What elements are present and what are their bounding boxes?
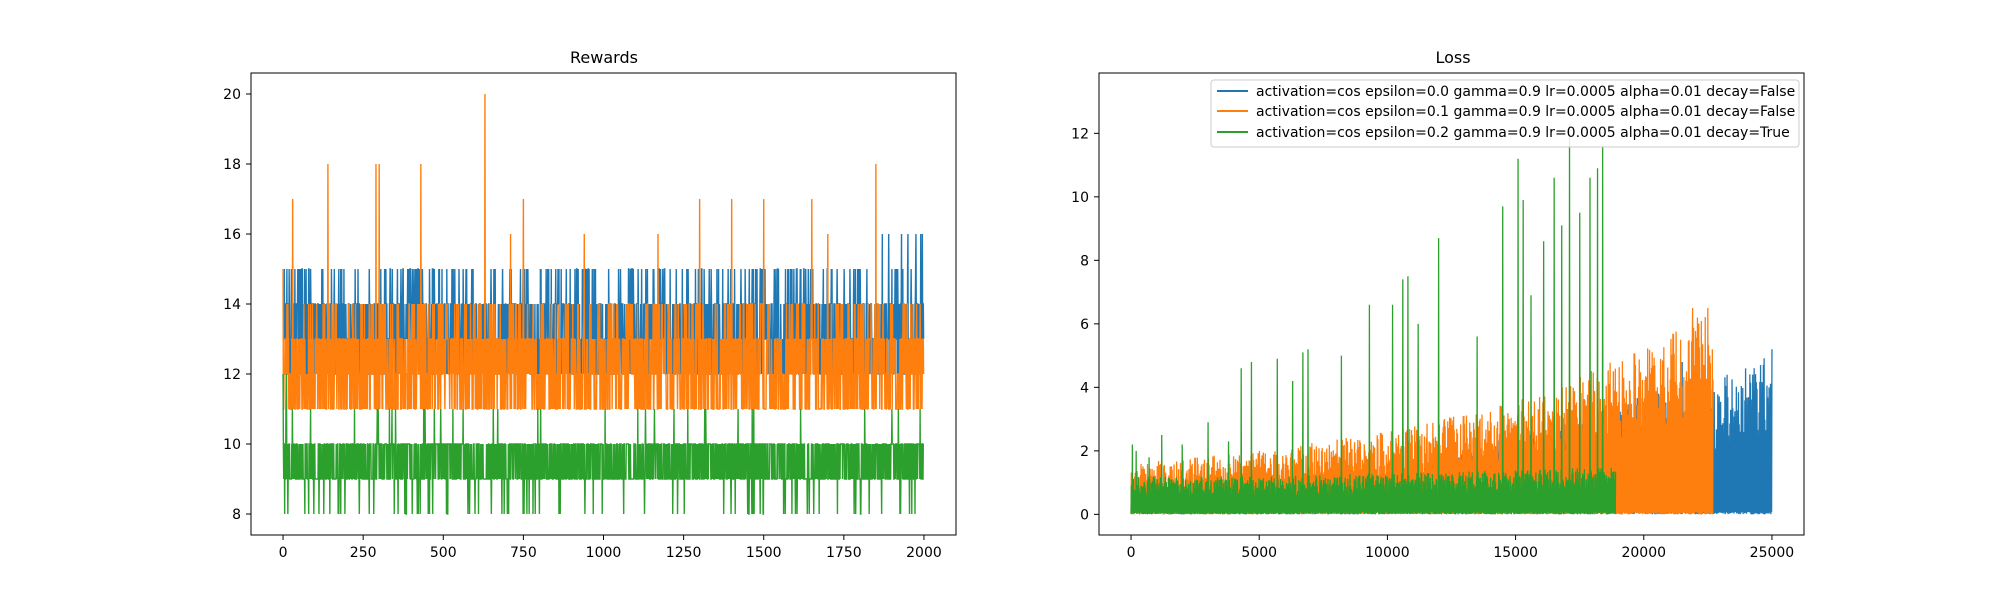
loss-panel: Loss 0 5000 10000 15000 20000 25000024681012 …	[1071, 48, 1805, 561]
rewards-series-line	[282, 93, 925, 410]
loss-y-tick-label: 12	[1071, 126, 1089, 142]
rewards-y-tick-label: 12	[223, 367, 241, 383]
rewards-y-tick-label: 14	[223, 297, 241, 313]
rewards-y-tick-label: 10	[223, 437, 241, 453]
loss-x-tick-label: 5000	[1241, 545, 1277, 561]
rewards-x-tick-label: 1000	[586, 545, 622, 561]
loss-x-tick-label: 0	[1127, 545, 1136, 561]
loss-y-tick-label: 2	[1080, 444, 1089, 460]
loss-plot-frame	[1098, 72, 1805, 536]
rewards-x-tick-label: 750	[510, 545, 537, 561]
loss-y-tick-label: 10	[1071, 190, 1089, 206]
rewards-title: Rewards	[570, 48, 638, 67]
rewards-series-group	[282, 93, 925, 515]
rewards-y-tick-label: 18	[223, 157, 241, 173]
legend-label: activation=cos epsilon=0.2 gamma=0.9 lr=…	[1256, 125, 1790, 141]
rewards-x-tick-label: 250	[350, 545, 377, 561]
loss-x-tick-label: 25000	[1750, 545, 1795, 561]
legend-label: activation=cos epsilon=0.0 gamma=0.9 lr=…	[1256, 84, 1795, 100]
loss-axes: 0 5000 10000 15000 20000 25000 0 2 4 6 8 10 12	[1071, 72, 1805, 561]
legend-frame	[1210, 79, 1800, 148]
rewards-y-tick-label: 8	[232, 507, 241, 523]
loss-x-tick-label: 15000	[1493, 545, 1538, 561]
rewards-x-tick-label: 500	[430, 545, 457, 561]
loss-title: Loss	[1435, 48, 1470, 67]
loss-legend: activation=cos epsilon=0.0 gamma=0.9 lr=…	[1210, 79, 1800, 148]
rewards-x-tick-label: 1750	[826, 545, 862, 561]
loss-y-tick-label: 8	[1080, 253, 1089, 269]
loss-series-group	[1130, 123, 1773, 516]
legend-label: activation=cos epsilon=0.1 gamma=0.9 lr=…	[1256, 104, 1795, 120]
rewards-x-tick-label: 1500	[746, 545, 782, 561]
loss-x-tick-label: 10000	[1365, 545, 1410, 561]
legend-entry: activation=cos epsilon=0.2 gamma=0.9 lr=…	[1217, 125, 1790, 141]
legend-entry: activation=cos epsilon=0.1 gamma=0.9 lr=…	[1217, 104, 1795, 120]
loss-y-tick-label: 6	[1080, 317, 1089, 333]
rewards-y-tick-label: 16	[223, 227, 241, 243]
rewards-y-tick-label: 20	[223, 87, 241, 103]
loss-y-tick-label: 0	[1080, 507, 1089, 523]
rewards-panel: Rewards 0 250 500 750 1000 1250 1500 1750 2000 8 1…	[223, 48, 957, 561]
loss-series-line	[1130, 123, 1617, 516]
legend-entry: activation=cos epsilon=0.0 gamma=0.9 lr=…	[1217, 84, 1795, 100]
rewards-axes: 0 250 500 750 1000 1250 1500 1750 2000 8 10 12 14 16 1…	[223, 72, 957, 561]
loss-y-tick-label: 4	[1080, 380, 1089, 396]
rewards-x-tick-label: 1250	[666, 545, 702, 561]
rewards-x-tick-label: 2000	[906, 545, 942, 561]
rewards-series-line	[282, 373, 925, 515]
loss-x-tick-label: 20000	[1621, 545, 1666, 561]
rewards-x-tick-label: 0	[279, 545, 288, 561]
